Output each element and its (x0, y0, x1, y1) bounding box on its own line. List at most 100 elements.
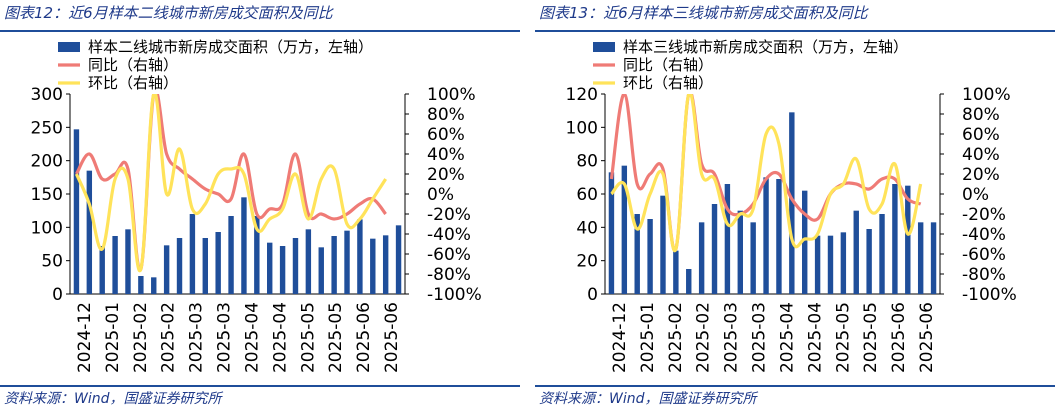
y2-tick-label: -60% (427, 245, 471, 265)
bar (202, 238, 208, 294)
bar (853, 210, 859, 294)
legend-label: 同比（右轴） (88, 56, 178, 74)
y-tick-label: 120 (566, 85, 598, 105)
x-tick-label: 2025-05 (298, 302, 318, 373)
bar (647, 219, 653, 294)
bar (737, 210, 743, 294)
bar (73, 129, 80, 294)
y-tick-label: 300 (31, 85, 63, 105)
y2-tick-label: 100% (962, 85, 1011, 105)
bar (112, 236, 118, 294)
x-tick-label: 2025-02 (694, 302, 714, 373)
bar (292, 238, 299, 294)
legend-swatch-bar (593, 42, 615, 52)
bar (763, 177, 769, 294)
legend-label: 样本二线城市新房成交面积（万方，左轴） (88, 38, 373, 56)
bar (254, 216, 260, 294)
bar (370, 238, 376, 294)
bar (724, 184, 731, 294)
bar (608, 172, 615, 294)
x-tick-label: 2025-01 (638, 302, 658, 373)
bar (930, 222, 937, 294)
x-tick-label: 2025-01 (103, 302, 123, 373)
bar (776, 179, 782, 294)
y-tick-label: 60 (576, 185, 598, 205)
title-rule (0, 30, 520, 32)
y-tick-label: 20 (576, 252, 598, 272)
y2-tick-label: 20% (427, 165, 465, 185)
bar (711, 204, 718, 294)
bar (357, 219, 363, 294)
bar (267, 242, 273, 294)
footer-rule (535, 385, 1055, 387)
legend-label: 样本三线城市新房成交面积（万方，左轴） (623, 38, 908, 56)
bar (176, 238, 183, 294)
x-tick-label: 2025-06 (917, 302, 937, 373)
y2-tick-label: 100% (427, 85, 476, 105)
bar (686, 269, 692, 294)
y-tick-label: 0 (52, 285, 63, 305)
bar (331, 236, 337, 294)
bar (879, 214, 885, 294)
y-tick-label: 0 (587, 285, 598, 305)
y2-tick-label: 40% (962, 145, 1000, 165)
x-tick-label: 2025-05 (861, 302, 881, 373)
x-tick-label: 2025-02 (131, 302, 151, 373)
x-tick-label: 2025-03 (750, 302, 770, 373)
bar (660, 195, 666, 294)
bar (382, 235, 389, 294)
y2-tick-label: -100% (962, 285, 1017, 305)
bar (750, 222, 756, 294)
bar (215, 232, 221, 294)
y2-tick-label: -40% (962, 225, 1006, 245)
y-tick-label: 40 (576, 218, 598, 238)
bar (840, 232, 847, 294)
x-tick-label: 2025-02 (159, 302, 179, 373)
bar (917, 222, 924, 294)
x-tick-label: 2025-06 (382, 302, 402, 373)
x-tick-label: 2025-04 (805, 302, 825, 373)
bar (395, 225, 402, 294)
chart-svg: 020406080100120-100%-80%-60%-40%-20%0%20… (566, 38, 1017, 373)
bar (698, 222, 705, 294)
y2-tick-label: -20% (962, 205, 1006, 225)
legend-label: 环比（右轴） (623, 74, 713, 92)
x-tick-label: 2025-04 (242, 302, 262, 373)
y-tick-label: 80 (576, 152, 598, 172)
chart-panel-left: 图表12：近6月样本二线城市新房成交面积及同比 0 50 100 150 200 250 3… (0, 0, 520, 414)
title-rule (535, 30, 1055, 32)
bar (241, 197, 247, 294)
bar (279, 246, 286, 294)
chart-title: 图表13：近6月样本三线城市新房成交面积及同比 (539, 4, 868, 22)
y2-tick-label: 80% (427, 105, 465, 125)
y2-tick-label: 60% (427, 125, 465, 145)
bar (866, 229, 872, 294)
legend-label: 同比（右轴） (623, 56, 713, 74)
bar (151, 277, 157, 294)
bar (305, 229, 312, 294)
x-tick-label: 2025-06 (889, 302, 909, 373)
y2-tick-label: -100% (427, 285, 482, 305)
y2-tick-label: -60% (962, 245, 1006, 265)
y2-tick-label: 0% (962, 185, 989, 205)
bar (344, 230, 350, 294)
x-tick-label: 2025-02 (666, 302, 686, 373)
bar (138, 276, 144, 294)
chart-panel-right: 图表13：近6月样本三线城市新房成交面积及同比 0 20 40 60 80 100 120 -… (535, 0, 1055, 414)
mom-line (610, 94, 923, 253)
y2-tick-label: 80% (962, 105, 1000, 125)
y-tick-label: 250 (31, 118, 63, 138)
x-tick-label: 2025-03 (722, 302, 742, 373)
bar (189, 214, 196, 294)
line-series-group (609, 94, 923, 253)
bar (99, 246, 105, 294)
bar (318, 247, 324, 294)
legend-swatch-bar (58, 42, 80, 52)
x-tick-label: 2025-04 (777, 302, 797, 373)
y-tick-label: 200 (31, 152, 63, 172)
bar (892, 184, 898, 294)
y-tick-label: 100 (566, 118, 598, 138)
line-series-group (74, 94, 388, 273)
x-tick-label: 2025-06 (354, 302, 374, 373)
bar (789, 112, 795, 294)
